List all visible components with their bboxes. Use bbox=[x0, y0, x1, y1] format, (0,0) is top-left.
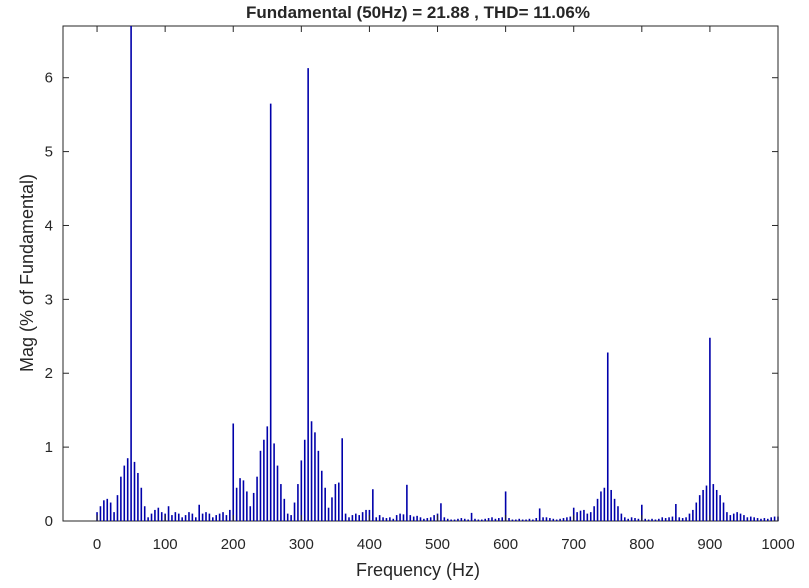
x-tick-label: 500 bbox=[425, 536, 450, 553]
x-tick-label: 300 bbox=[289, 536, 314, 553]
x-tick-label: 0 bbox=[93, 536, 101, 553]
x-tick-label: 900 bbox=[697, 536, 722, 553]
y-tick-label: 4 bbox=[45, 217, 53, 234]
bars-group bbox=[96, 26, 779, 521]
x-axis-ticks: 0 100 200 300 400 500 600 700 800 900 1000 bbox=[93, 26, 795, 553]
y-tick-label: 5 bbox=[45, 144, 53, 161]
x-axis-label: Frequency (Hz) bbox=[356, 560, 480, 580]
x-tick-label: 600 bbox=[493, 536, 518, 553]
y-tick-label: 0 bbox=[45, 513, 53, 530]
x-tick-label: 700 bbox=[561, 536, 586, 553]
y-axis-ticks: 0 1 2 3 4 5 6 bbox=[45, 70, 778, 530]
x-tick-label: 1000 bbox=[761, 536, 794, 553]
y-tick-label: 3 bbox=[45, 291, 53, 308]
x-tick-label: 800 bbox=[629, 536, 654, 553]
chart-title: Fundamental (50Hz) = 21.88 , THD= 11.06% bbox=[246, 3, 590, 22]
plot-area bbox=[62, 25, 779, 522]
y-axis-label: Mag (% of Fundamental) bbox=[17, 174, 37, 372]
x-tick-label: 100 bbox=[153, 536, 178, 553]
y-tick-label: 6 bbox=[45, 70, 53, 87]
y-tick-label: 2 bbox=[45, 365, 53, 382]
y-tick-label: 1 bbox=[45, 439, 53, 456]
x-tick-label: 400 bbox=[357, 536, 382, 553]
x-tick-label: 200 bbox=[221, 536, 246, 553]
